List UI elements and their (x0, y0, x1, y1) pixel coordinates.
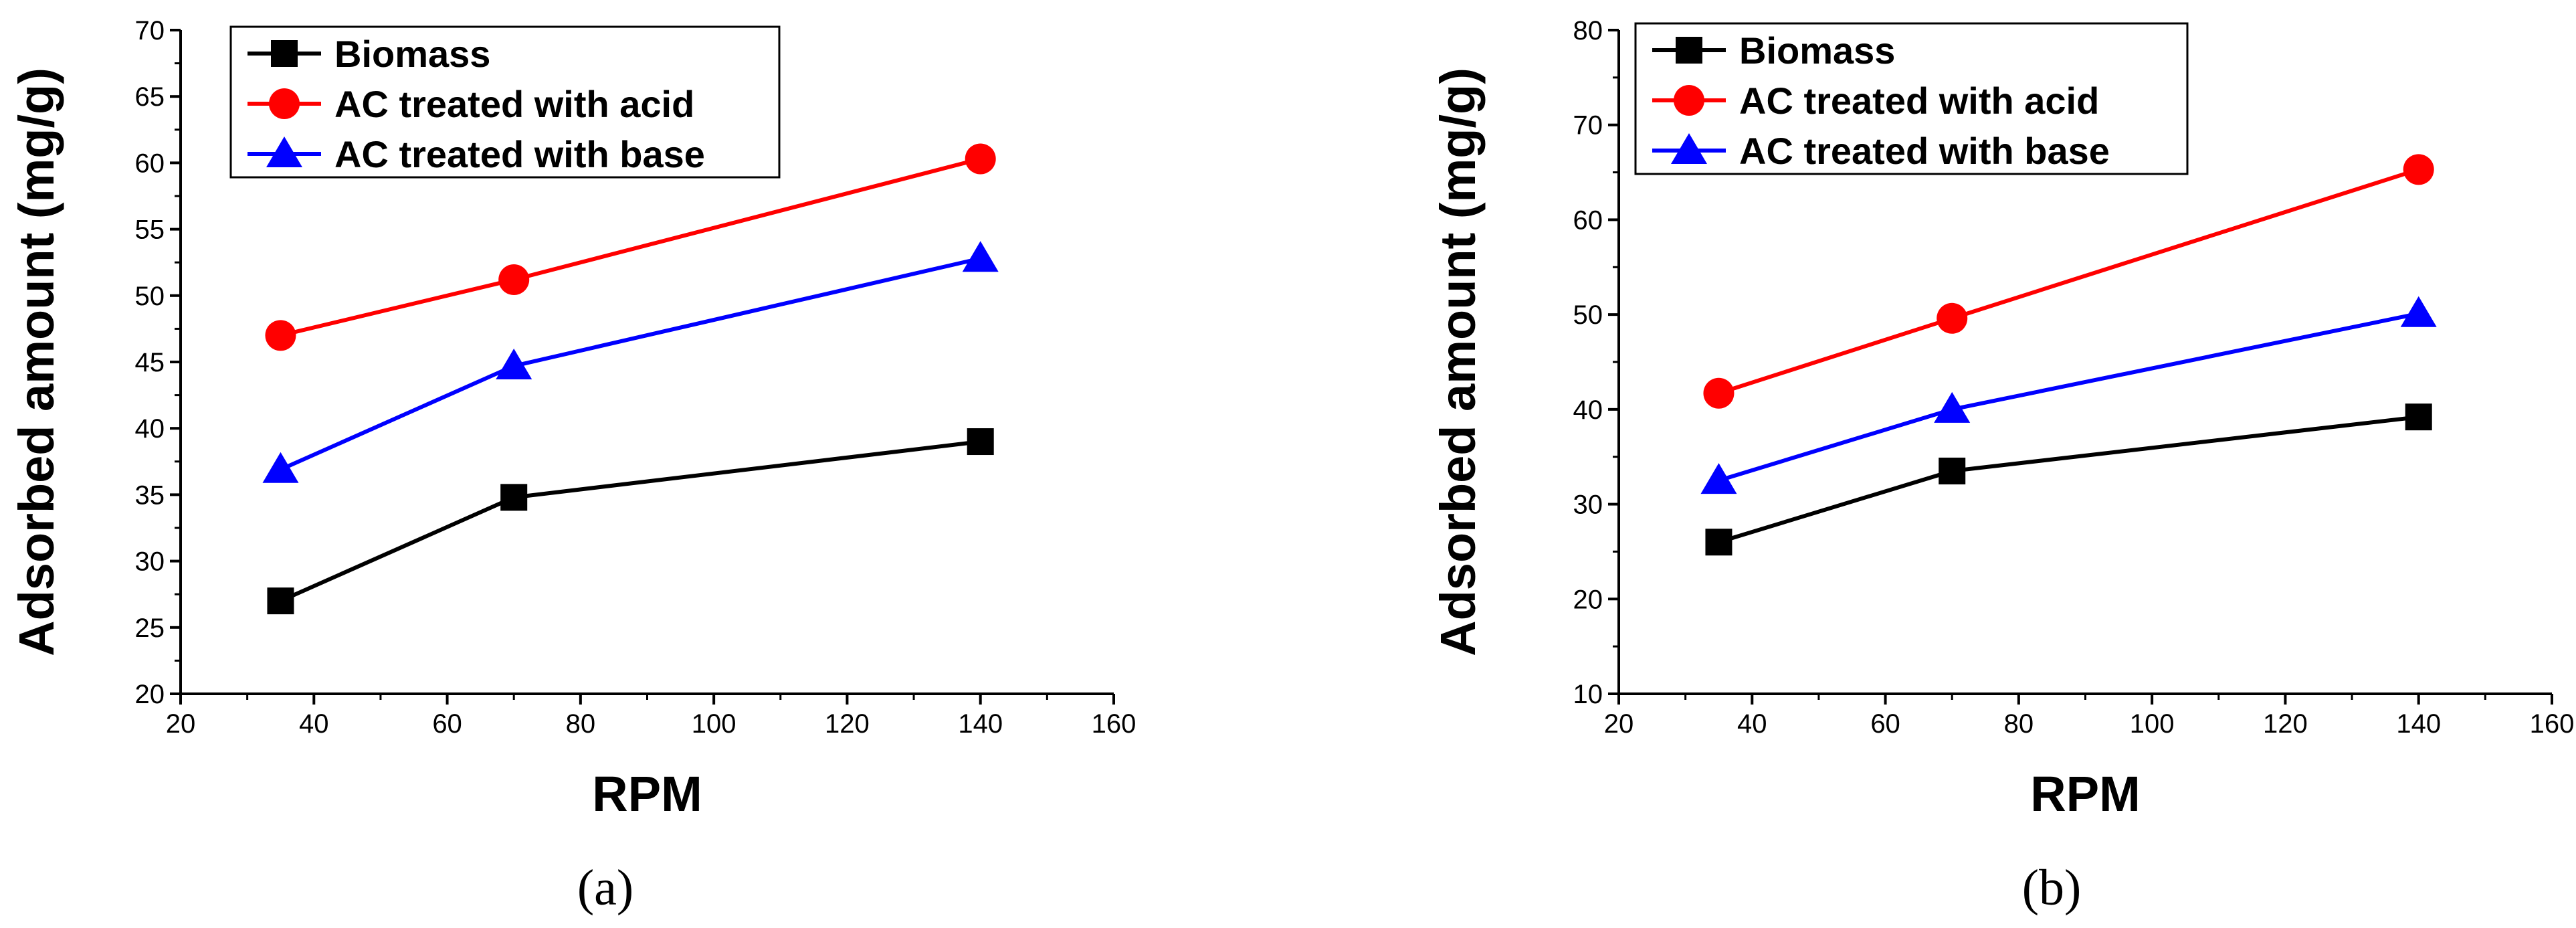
x-tick-label: 20 (1604, 709, 1634, 739)
series-line (280, 157, 981, 338)
x-tick-label: 100 (692, 709, 736, 739)
y-tick-label: 35 (135, 480, 165, 510)
y-tick-label: 55 (135, 215, 165, 245)
data-point-square (1939, 457, 1966, 484)
series-square-group (1705, 403, 2432, 556)
legend-label: Biomass (334, 33, 490, 75)
legend-box (1634, 22, 2189, 175)
x-tick-label: 140 (2396, 709, 2441, 739)
y-tick-label: 65 (135, 82, 165, 112)
data-point-circle (965, 143, 996, 175)
y-tick-label: 40 (135, 414, 165, 444)
series-square-group (267, 428, 994, 615)
y-tick-label: 50 (1573, 300, 1603, 330)
legend-box (229, 25, 781, 179)
x-tick-label: 160 (1092, 709, 1136, 739)
y-tick-label: 60 (1573, 205, 1603, 235)
data-point-circle (1937, 302, 1968, 334)
series-triangle-group (262, 241, 999, 483)
legend-label: AC treated with base (1739, 130, 2110, 172)
y-tick-label: 20 (135, 680, 165, 709)
x-axis-title: RPM (2030, 766, 2140, 822)
x-tick-label: 20 (166, 709, 196, 739)
x-tick-label: 140 (958, 709, 1003, 739)
x-tick-label: 60 (432, 709, 462, 739)
x-tick-label: 40 (1737, 709, 1767, 739)
x-tick-label: 40 (299, 709, 329, 739)
data-point-triangle (1700, 463, 1737, 494)
series-circle-group (265, 143, 996, 351)
y-tick-label: 45 (135, 348, 165, 377)
panel-caption: (b) (2022, 860, 2082, 916)
x-tick-label: 80 (2004, 709, 2034, 739)
x-tick-label: 120 (825, 709, 870, 739)
x-tick-label: 60 (1870, 709, 1900, 739)
x-tick-label: 80 (566, 709, 596, 739)
legend-marker-circle (1674, 85, 1704, 116)
y-tick-label: 60 (135, 149, 165, 178)
y-axis-title: Adsorbed amount (mg/g) (1430, 68, 1486, 656)
data-point-square (2405, 403, 2432, 431)
series-line (1718, 415, 2419, 545)
y-tick-label: 80 (1573, 16, 1603, 45)
legend-label: AC treated with base (334, 133, 705, 175)
chart-panel-b: 20 40 60 80 100 120 140 160 10 20 30 40 50 60 70 80 RPM A… (1288, 0, 2576, 928)
legend-label: AC treated with acid (1739, 80, 2099, 122)
series-circle-group (1703, 154, 2434, 409)
legend-marker-triangle (266, 136, 302, 167)
x-tick-label: 120 (2263, 709, 2308, 739)
data-point-circle (1703, 377, 1735, 409)
y-tick-label: 70 (135, 16, 165, 45)
x-tick-label: 100 (2130, 709, 2175, 739)
y-axis-title: Adsorbed amount (mg/g) (9, 68, 64, 656)
y-tick-label: 30 (1573, 490, 1603, 520)
y-tick-label: 70 (1573, 111, 1603, 141)
legend: Biomass AC treated with acid AC treated wi… (1634, 22, 2189, 175)
legend-marker-circle (269, 88, 300, 119)
legend: Biomass AC treated with acid AC treated wi… (229, 25, 781, 179)
data-point-square (267, 587, 294, 615)
data-point-square (967, 428, 994, 456)
series-line (1718, 167, 2419, 395)
chart-a-svg: 20 40 60 80 100 120 140 160 20 25 30 35 40 45 50 55 60 65… (9, 16, 1136, 916)
series-triangle-group (1700, 296, 2437, 494)
series-line (1718, 311, 2419, 483)
y-tick-label: 30 (135, 547, 165, 577)
data-point-triangle (962, 241, 999, 272)
chart-b-svg: 20 40 60 80 100 120 140 1601020304050607080RPMA… (1430, 16, 2575, 916)
y-tick-label: 40 (1573, 395, 1603, 425)
legend-label: Biomass (1739, 29, 1895, 72)
x-axis-title: RPM (592, 766, 702, 822)
series-line (280, 256, 981, 472)
data-point-triangle (2400, 296, 2437, 327)
panel-caption: (a) (577, 860, 633, 916)
legend-marker-triangle (1671, 133, 1707, 164)
legend-label: AC treated with acid (334, 83, 694, 125)
y-tick-label: 10 (1573, 680, 1603, 709)
legend-marker-square (271, 40, 298, 67)
data-point-square (1705, 529, 1732, 556)
x-tick-label: 160 (2530, 709, 2575, 739)
series-line (280, 440, 981, 603)
data-point-triangle (1934, 391, 1971, 423)
data-point-circle (2403, 154, 2434, 185)
data-point-circle (498, 264, 530, 295)
data-point-triangle (496, 348, 532, 379)
y-tick-label: 25 (135, 614, 165, 643)
data-point-triangle (262, 452, 299, 483)
data-point-square (500, 484, 528, 511)
y-tick-label: 20 (1573, 585, 1603, 614)
y-tick-label: 50 (135, 282, 165, 311)
data-point-circle (265, 320, 296, 351)
legend-marker-square (1676, 37, 1702, 64)
chart-panel-a: 20 40 60 80 100 120 140 160 20 25 30 35 40 45 50 55 60 65… (9, 16, 1136, 916)
